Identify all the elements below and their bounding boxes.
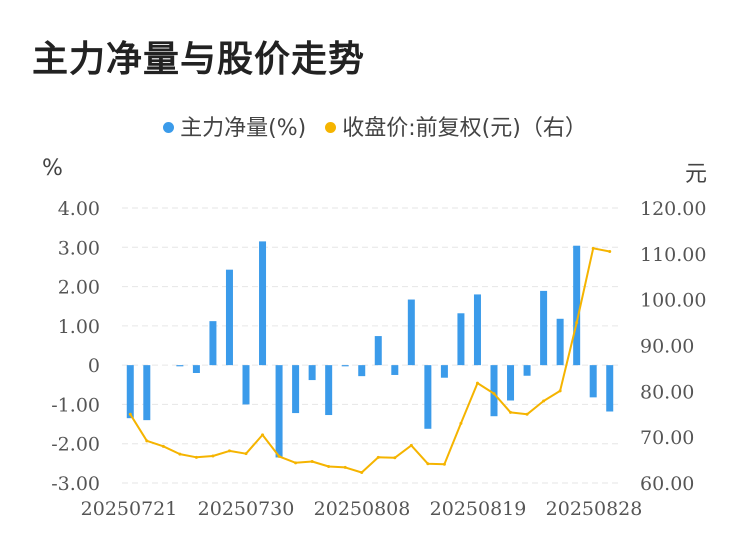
y-left-tick-label: -3.00 — [51, 473, 100, 495]
price-point-2 — [161, 444, 165, 448]
price-point-12 — [327, 465, 331, 468]
price-point-8 — [261, 433, 265, 437]
legend-item-net[interactable]: 主力净量(%) — [163, 110, 306, 142]
bar-net-0[interactable] — [126, 365, 134, 419]
price-point-14 — [360, 470, 364, 474]
axis-ticks: 4.00 3.00 2.00 1.00 0 -1.00 -2.00 -3.00 120.00 11… — [51, 198, 706, 520]
bar-net-7[interactable] — [242, 365, 250, 405]
bar-net-12[interactable] — [325, 365, 333, 416]
bar-net-15[interactable] — [374, 336, 382, 366]
bar-net-1[interactable] — [143, 365, 151, 421]
bar-net-9[interactable] — [275, 365, 283, 458]
y-left-tick-label: 2.00 — [58, 277, 100, 299]
price-point-26 — [558, 389, 562, 393]
price-point-18 — [426, 462, 430, 466]
y-right-tick-label: 100.00 — [640, 290, 706, 312]
bar-net-28[interactable] — [589, 365, 597, 398]
price-point-19 — [442, 462, 446, 466]
price-point-4 — [194, 455, 198, 459]
legend: 主力净量(%) 收盘价:前复权(元)（右） — [0, 110, 750, 142]
legend-label-price: 收盘价:前复权(元)（右） — [342, 116, 587, 141]
bar-net-8[interactable] — [259, 241, 267, 366]
left-axis-unit: % — [42, 156, 63, 181]
y-left-tick-label: 1.00 — [58, 316, 100, 338]
y-left-tick-label: 3.00 — [58, 237, 100, 259]
price-point-23 — [509, 410, 513, 414]
y-left-tick-label: -2.00 — [51, 434, 100, 456]
price-point-16 — [393, 456, 397, 460]
grid-lines — [122, 207, 618, 484]
x-tick-label: 20250730 — [198, 498, 295, 520]
price-point-6 — [227, 449, 231, 453]
price-point-21 — [475, 381, 479, 385]
legend-marker-price — [325, 121, 337, 133]
bar-net-26[interactable] — [556, 318, 564, 366]
bar-net-3[interactable] — [176, 365, 184, 367]
price-point-22 — [492, 392, 496, 396]
price-point-25 — [542, 399, 546, 403]
right-axis-unit: 元 — [685, 162, 708, 187]
price-point-3 — [178, 452, 182, 456]
price-point-7 — [244, 452, 248, 456]
bar-net-14[interactable] — [358, 365, 366, 377]
price-point-9 — [277, 454, 281, 458]
bar-net-16[interactable] — [391, 365, 399, 375]
price-point-28 — [591, 246, 595, 250]
bar-net-20[interactable] — [457, 313, 465, 366]
bar-net-6[interactable] — [225, 269, 233, 366]
price-point-24 — [525, 412, 529, 416]
price-point-11 — [310, 459, 314, 463]
line-series-price — [128, 246, 612, 474]
price-point-17 — [409, 443, 413, 447]
bar-net-4[interactable] — [192, 365, 200, 373]
price-point-10 — [294, 461, 298, 465]
price-point-27 — [575, 321, 579, 325]
legend-label-net: 主力净量(%) — [180, 116, 307, 141]
y-left-tick-label: 0 — [88, 355, 100, 377]
y-left-tick-label: -1.00 — [51, 394, 100, 416]
x-tick-label: 20250721 — [81, 498, 178, 520]
x-tick-label: 20250819 — [430, 498, 527, 520]
bar-net-10[interactable] — [292, 365, 300, 414]
y-right-tick-label: 110.00 — [640, 244, 706, 266]
legend-marker-net — [163, 121, 175, 133]
bar-net-27[interactable] — [573, 245, 581, 366]
bar-net-5[interactable] — [209, 321, 217, 366]
price-point-15 — [376, 455, 380, 459]
y-right-tick-label: 80.00 — [640, 381, 694, 403]
x-tick-label: 20250808 — [314, 498, 411, 520]
bar-net-19[interactable] — [440, 365, 448, 378]
price-point-5 — [211, 454, 215, 458]
price-point-20 — [459, 421, 463, 425]
price-point-1 — [145, 439, 149, 443]
bar-net-11[interactable] — [308, 365, 316, 381]
bar-net-25[interactable] — [540, 290, 548, 366]
bar-net-17[interactable] — [407, 299, 415, 366]
bar-series-net — [126, 241, 614, 458]
price-point-13 — [343, 465, 347, 469]
y-right-tick-label: 120.00 — [640, 198, 706, 220]
y-right-tick-label: 70.00 — [640, 427, 694, 449]
y-left-tick-label: 4.00 — [58, 198, 100, 220]
price-point-29 — [608, 250, 612, 254]
bar-net-22[interactable] — [490, 365, 498, 417]
legend-item-price[interactable]: 收盘价:前复权(元)（右） — [325, 110, 587, 142]
bar-net-23[interactable] — [507, 365, 515, 401]
chart-title: 主力净量与股价走势 — [32, 39, 366, 80]
bar-net-24[interactable] — [523, 365, 531, 376]
price-point-0 — [128, 412, 132, 416]
y-right-tick-label: 90.00 — [640, 336, 694, 358]
price-line[interactable] — [129, 247, 610, 474]
bar-net-29[interactable] — [606, 365, 614, 412]
y-right-tick-label: 60.00 — [640, 473, 694, 495]
bar-net-21[interactable] — [473, 294, 481, 366]
bar-net-13[interactable] — [341, 365, 349, 367]
x-tick-label: 20250828 — [546, 498, 643, 520]
bar-net-18[interactable] — [424, 365, 432, 429]
